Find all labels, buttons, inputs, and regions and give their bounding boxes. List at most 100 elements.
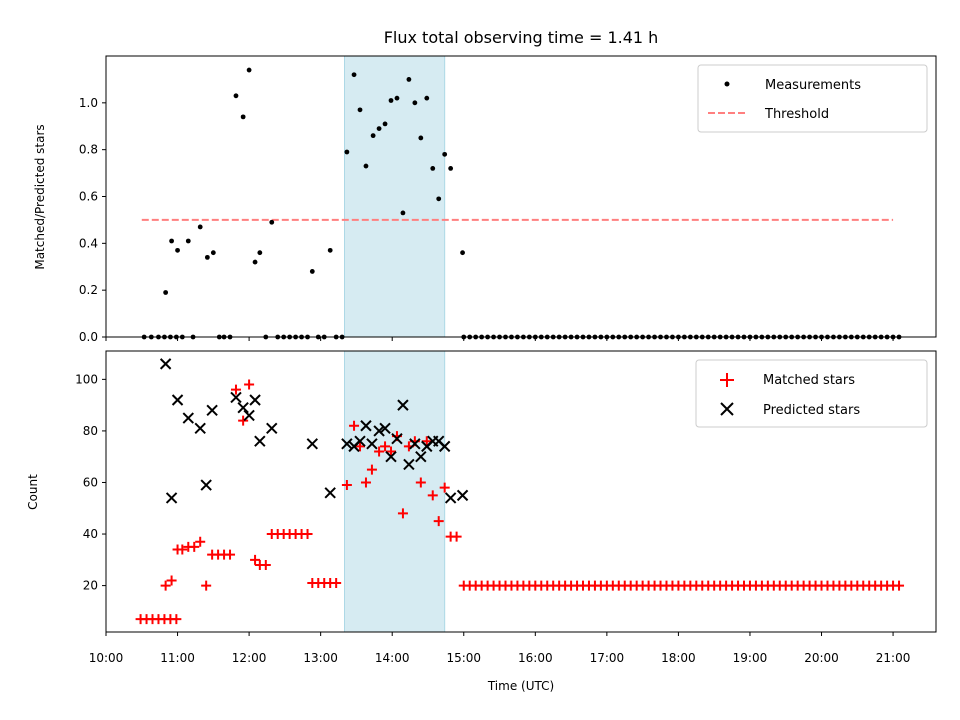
- top-y-axis-label: Matched/Predicted stars: [33, 124, 47, 269]
- matched-star-point: [894, 580, 905, 591]
- bottom-y-axis-label: Count: [26, 474, 40, 510]
- y-tick-label: 1.0: [79, 96, 98, 110]
- bottom-y-ticks: 20 40 60 80 100: [75, 372, 106, 593]
- predicted-star-point: [206, 404, 218, 417]
- shaded-span-rect: [344, 55, 446, 338]
- bottom-panel: 20 40 60 80 100 10:00 11:00 12:00 13:00 14:00 15:…: [26, 350, 937, 693]
- predicted-star-point: [444, 492, 457, 504]
- top-legend: Measurements Threshold: [697, 64, 928, 133]
- matched-star-point: [166, 575, 177, 586]
- matched-star-point: [427, 490, 438, 501]
- legend-label-measurements: Measurements: [765, 78, 861, 93]
- matched-star-point: [171, 614, 182, 625]
- measurement-point: [418, 135, 424, 141]
- measurement-point: [406, 77, 412, 82]
- measurement-point: [363, 163, 369, 169]
- measurement-point: [309, 269, 315, 274]
- measurement-point: [388, 98, 394, 103]
- matched-star-point: [331, 578, 342, 589]
- top-x-ticks: [105, 337, 894, 341]
- y-tick-label: 60: [83, 475, 98, 489]
- predicted-star-point: [159, 358, 172, 370]
- measurement-point: [382, 121, 388, 127]
- y-tick-label: 80: [83, 424, 98, 438]
- bottom-legend-box: [695, 359, 928, 428]
- predicted-star-point: [438, 440, 451, 453]
- legend-marker-predicted: [720, 402, 734, 416]
- x-axis-label: Time (UTC): [487, 679, 554, 693]
- predicted-star-point: [324, 487, 336, 499]
- matched-star-point: [380, 441, 391, 452]
- predicted-star-point: [254, 435, 266, 447]
- measurement-point: [175, 247, 180, 253]
- top-legend-box: [697, 64, 928, 133]
- matched-star-point: [201, 580, 212, 591]
- matched-star-point: [386, 446, 397, 457]
- x-tick-label: 21:00: [876, 651, 911, 665]
- matched-star-point: [160, 580, 171, 591]
- predicted-star-point: [182, 412, 194, 424]
- bottom-legend: Matched stars Predicted stars: [695, 359, 928, 428]
- measurement-point: [460, 250, 465, 256]
- y-tick-label: 40: [83, 527, 98, 541]
- legend-marker-measurements: [724, 81, 730, 87]
- measurement-point: [400, 210, 406, 216]
- predicted-star-point: [306, 438, 319, 450]
- x-tick-label: 10:00: [89, 651, 124, 665]
- y-tick-label: 20: [83, 579, 98, 593]
- top-shaded-span: [344, 55, 446, 338]
- x-tick-label: 19:00: [733, 651, 768, 665]
- matched-star-point: [244, 379, 255, 390]
- matched-star-point: [439, 482, 450, 493]
- matched-star-point: [260, 559, 271, 570]
- predicted-star-point: [194, 422, 206, 435]
- matched-star-point: [238, 415, 249, 426]
- x-tick-label: 20:00: [804, 651, 839, 665]
- predicted-star-point: [171, 394, 184, 406]
- measurement-point: [204, 254, 210, 260]
- predicted-star-point: [341, 438, 353, 450]
- matched-star-point: [230, 384, 241, 395]
- predicted-star-point: [360, 420, 372, 432]
- predicted-star-point: [415, 450, 427, 463]
- predicted-star-point: [373, 425, 385, 437]
- matched-star-point: [195, 536, 206, 547]
- matched-star-point: [189, 541, 200, 552]
- predicted-star-point: [266, 422, 278, 435]
- predicted-star-point: [409, 438, 421, 450]
- measurement-point: [357, 107, 363, 113]
- measurement-point: [252, 259, 258, 265]
- measurement-point: [210, 250, 216, 256]
- predicted-star-point: [230, 391, 242, 404]
- x-tick-label: 11:00: [160, 651, 195, 665]
- y-tick-label: 100: [75, 372, 98, 386]
- x-tick-label: 15:00: [446, 651, 481, 665]
- measurement-point: [233, 93, 239, 99]
- legend-marker-matched: [720, 373, 734, 387]
- predicted-star-point: [456, 489, 469, 502]
- matched-star-point: [177, 544, 188, 555]
- measurement-point: [185, 238, 191, 244]
- matched-star-point: [366, 464, 377, 475]
- legend-label-matched: Matched stars: [763, 373, 855, 388]
- matched-star-point: [360, 477, 371, 488]
- x-tick-label: 16:00: [518, 651, 553, 665]
- matched-star-point: [302, 529, 313, 540]
- x-tick-label: 18:00: [661, 651, 696, 665]
- matched-star-point: [250, 554, 261, 565]
- matched-star-point: [433, 516, 444, 527]
- predicted-star-point: [397, 399, 409, 411]
- predicted-star-point: [354, 435, 366, 447]
- measurement-point: [257, 250, 263, 256]
- predicted-star-point: [249, 394, 261, 406]
- chart-title: Flux total observing time = 1.41 h: [384, 28, 659, 47]
- matched-star-point: [225, 549, 236, 560]
- measurement-point: [448, 166, 454, 171]
- top-y-ticks: 0.0 0.2 0.4 0.6 0.8 1.0: [79, 96, 106, 344]
- matched-star-point: [374, 446, 385, 457]
- x-tick-label: 14:00: [375, 651, 410, 665]
- matched-star-point: [341, 480, 352, 491]
- predicted-star-point: [391, 432, 403, 445]
- y-tick-label: 0.2: [79, 283, 98, 297]
